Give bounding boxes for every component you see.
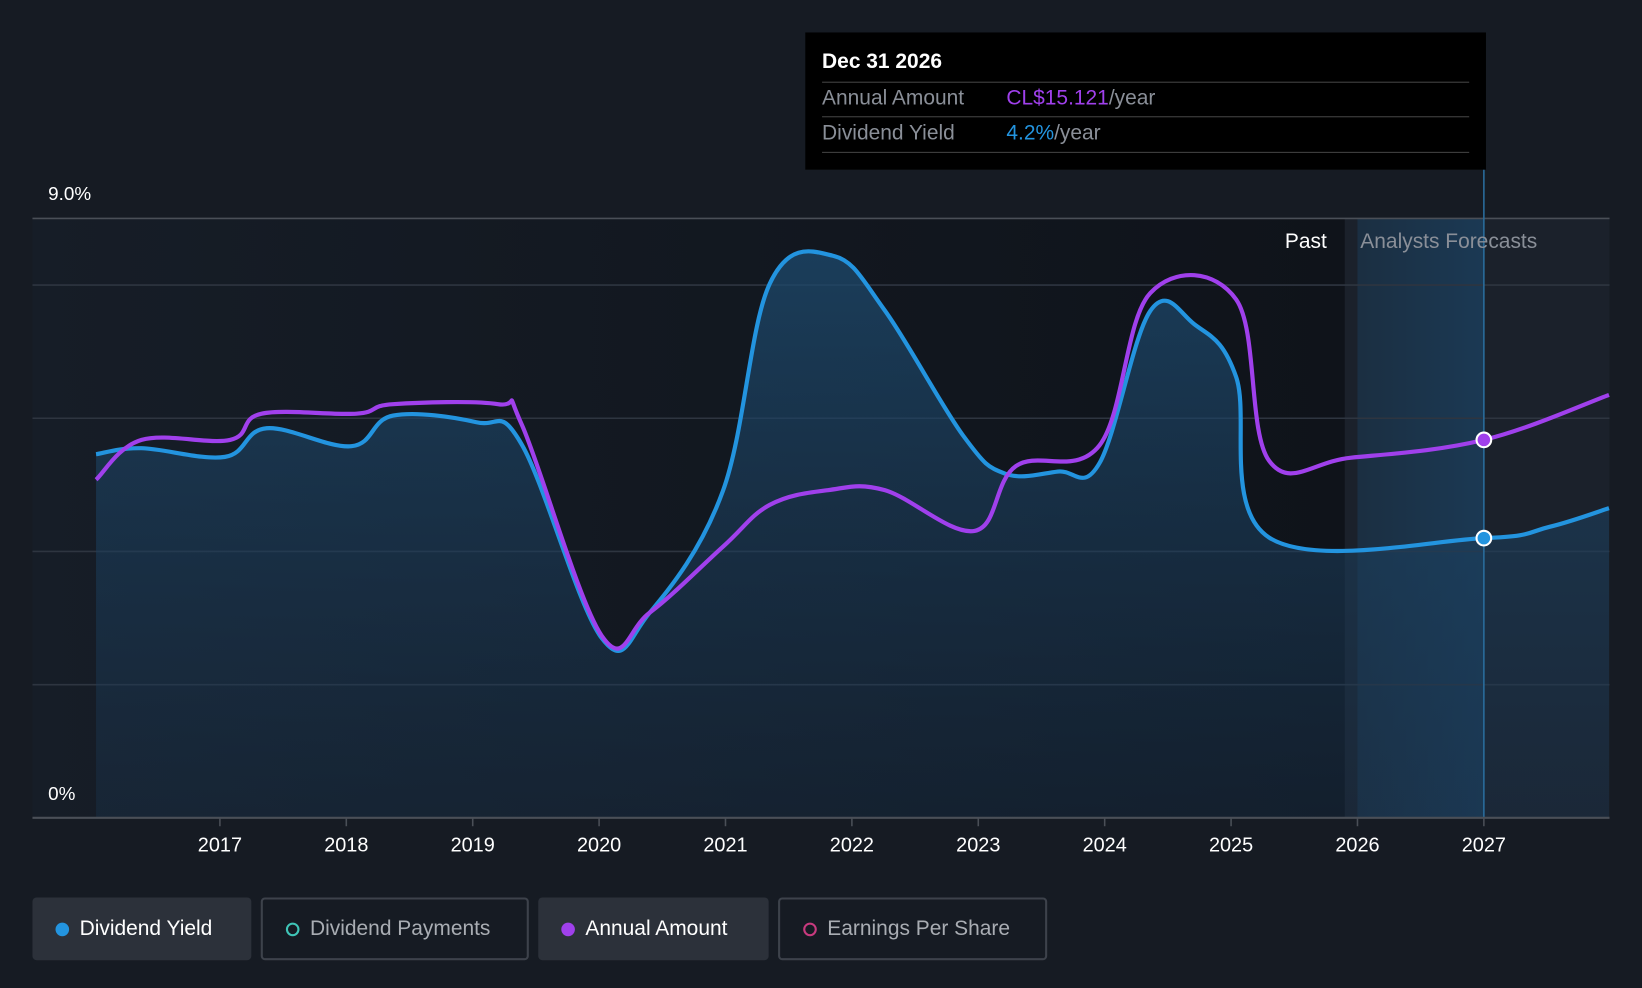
tooltip-value: 4.2%	[1006, 121, 1055, 145]
y-axis-min-label: 0%	[48, 783, 76, 805]
dividend-yield-marker	[1475, 529, 1493, 547]
tooltip-row-dividend-yield: Dividend Yield 4.2%/year	[822, 116, 1470, 151]
legend-ring-icon	[803, 922, 817, 936]
x-tick-label: 2021	[703, 834, 747, 856]
x-tick-label: 2018	[324, 834, 368, 856]
forecast-label: Analysts Forecasts	[1360, 230, 1538, 254]
x-tick-label: 2020	[577, 834, 621, 856]
legend-dividend-payments[interactable]: Dividend Payments	[260, 897, 529, 961]
x-tick-label: 2025	[1209, 834, 1253, 856]
tooltip-label: Annual Amount	[822, 86, 965, 110]
legend-label: Dividend Payments	[309, 916, 491, 940]
legend-label: Dividend Yield	[79, 916, 213, 940]
x-tick-label: 2024	[1083, 834, 1127, 856]
y-axis-max-label: 9.0%	[48, 183, 92, 205]
dividend-yield-line	[95, 249, 1610, 653]
x-tick-label: 2023	[956, 834, 1000, 856]
past-label: Past	[1284, 230, 1327, 254]
x-tick-label: 2019	[451, 834, 495, 856]
legend-label: Earnings Per Share	[827, 916, 1011, 940]
tooltip-value: CL$15.121	[1006, 86, 1109, 110]
tooltip-label: Dividend Yield	[822, 121, 955, 145]
legend-annual-amount[interactable]: Annual Amount	[538, 897, 769, 961]
legend-ring-icon	[285, 922, 300, 936]
legend-label: Annual Amount	[585, 916, 728, 940]
annual-amount-line	[94, 272, 1610, 651]
tooltip: Dec 31 2026 Annual Amount CL$15.121/year…	[805, 32, 1486, 170]
legend-dividend-yield[interactable]: Dividend Yield	[32, 897, 252, 961]
tooltip-date: Dec 31 2026	[822, 50, 942, 74]
legend-dot-icon	[55, 922, 70, 936]
tooltip-unit: /year	[1054, 121, 1101, 145]
tooltip-unit: /year	[1108, 86, 1156, 110]
x-tick-label: 2017	[198, 834, 242, 856]
tooltip-divider	[822, 151, 1470, 153]
x-tick-label: 2022	[830, 834, 874, 856]
dividend-yield-area	[96, 251, 1610, 818]
legend-earnings-per-share[interactable]: Earnings Per Share	[778, 897, 1048, 961]
tooltip-row-annual-amount: Annual Amount CL$15.121/year	[822, 81, 1470, 117]
legend-dot-icon	[561, 922, 575, 936]
x-tick-label: 2027	[1462, 834, 1506, 856]
x-tick-label: 2026	[1335, 834, 1379, 856]
annual-amount-marker	[1475, 431, 1493, 449]
